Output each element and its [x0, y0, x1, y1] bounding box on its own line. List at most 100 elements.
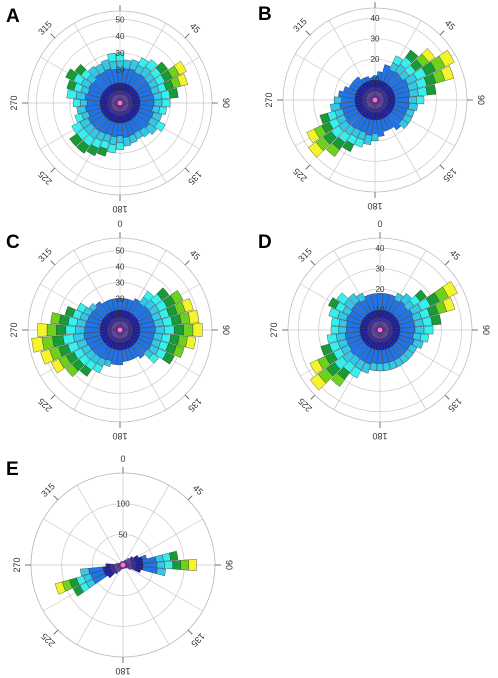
wind-bar-segment — [66, 79, 77, 91]
wind-bar-segment — [92, 363, 103, 374]
grid-spoke — [122, 485, 170, 566]
direction-tick-label: 90 — [221, 98, 231, 108]
radial-tick-label: 30 — [376, 265, 385, 274]
calm-center — [377, 327, 383, 333]
direction-tick-mark — [444, 394, 450, 400]
wind-bar-segment — [356, 292, 366, 303]
wind-bar-segment — [117, 122, 123, 137]
wind-bar-segment — [348, 83, 359, 92]
wind-bar-segment — [118, 111, 122, 117]
wind-bar-segment — [109, 563, 115, 567]
direction-tick-label: 90 — [476, 95, 486, 105]
wind-bar-segment — [325, 143, 341, 157]
direction-tick-label: 45 — [188, 21, 202, 35]
wind-bar-segment — [46, 323, 57, 337]
wind-bar-segment — [425, 84, 437, 96]
wind-bar-segment — [383, 116, 394, 130]
wind-bar-segment — [72, 585, 84, 597]
wind-bar-segment — [162, 351, 175, 365]
wind-bar-segment — [50, 312, 62, 325]
direction-tick-mark — [50, 260, 56, 266]
grid-ring — [313, 38, 437, 162]
wind-bar-segment — [185, 336, 196, 350]
wind-bar-segment — [100, 59, 111, 71]
wind-bar-segment — [419, 333, 430, 343]
wind-bar-segment — [170, 314, 182, 326]
wind-bar-segment — [80, 568, 90, 577]
wind-bar-segment — [56, 324, 67, 336]
direction-tick-label: 45 — [443, 18, 457, 32]
wind-bar-segment — [354, 137, 365, 148]
wind-bar-segment — [31, 337, 45, 353]
wind-bar-segment — [169, 550, 179, 561]
wind-bar-segment — [423, 325, 434, 335]
wind-bar-segment — [123, 136, 132, 147]
wind-bar-segment — [115, 52, 125, 62]
direction-tick-mark — [187, 629, 193, 635]
wind-bar-segment — [86, 144, 99, 157]
wind-bar-segment — [128, 328, 134, 332]
wind-bar-segment — [438, 49, 455, 67]
grid-ring — [318, 268, 442, 392]
radial-tick-label: 50 — [116, 247, 125, 256]
wind-bar-segment — [392, 328, 401, 332]
wind-bar-segment — [385, 294, 396, 313]
wind-bar-segment — [412, 339, 424, 349]
wind-bar-segment — [309, 373, 327, 391]
radial-tick-label: 40 — [371, 14, 380, 23]
wind-bar-segment — [162, 552, 171, 562]
direction-tick-mark — [310, 394, 316, 400]
wind-bar-segment — [370, 293, 379, 311]
grid-ring — [52, 35, 188, 171]
wind-bar-segment — [338, 326, 347, 334]
direction-tick-label: 90 — [221, 325, 231, 335]
direction-tick-mark — [305, 30, 311, 36]
wind-bar-segment — [361, 362, 371, 374]
wind-bar-segment — [414, 326, 425, 334]
direction-tick-mark — [444, 260, 450, 266]
wind-bar-segment — [388, 328, 394, 332]
direction-tick-label: 0 — [117, 0, 122, 2]
wind-bar-segment — [187, 309, 200, 324]
wind-bar-segment — [361, 98, 367, 102]
wind-bar-segment — [360, 77, 367, 84]
direction-tick-label: 0 — [117, 219, 122, 229]
wind-bar-segment — [158, 106, 167, 116]
panel-letter: A — [6, 6, 20, 27]
direction-tick-label: 90 — [481, 325, 491, 335]
wind-bar-segment — [155, 61, 168, 75]
direction-tick-label: 270 — [9, 322, 19, 337]
calm-center — [117, 327, 123, 333]
wind-bar-segment — [164, 325, 175, 335]
radial-tick-label: 30 — [116, 49, 125, 58]
wind-bar-segment — [364, 76, 370, 83]
wind-bar-segment — [377, 349, 383, 364]
direction-tick-label: 270 — [264, 92, 274, 107]
wind-bar-segment — [408, 96, 417, 104]
wind-bar-segment — [416, 95, 425, 105]
direction-tick-label: 45 — [188, 248, 202, 262]
wind-bar-segment — [387, 98, 396, 102]
wind-bar-segment — [328, 307, 341, 319]
wind-bar-segment — [125, 347, 134, 361]
panel-letter: E — [6, 459, 19, 480]
wind-bar-segment — [364, 294, 375, 313]
direction-tick-label: 0 — [120, 454, 125, 464]
wind-bar-segment — [407, 344, 418, 354]
grid-spoke — [122, 564, 170, 645]
wind-bar-segment — [351, 79, 362, 89]
wind-bar-segment — [414, 289, 427, 302]
wind-bar-segment — [143, 290, 154, 302]
wind-bar-segment — [134, 568, 141, 573]
wind-bar-segment — [117, 349, 123, 366]
wind-bar-segment — [417, 86, 428, 97]
wind-bar-segment — [71, 121, 84, 134]
wind-bar-segment — [121, 298, 129, 311]
wind-bar-segment — [378, 342, 382, 351]
wind-bar-segment — [140, 554, 147, 560]
radial-tick-label: 10 — [116, 82, 125, 91]
wind-bar-segment — [336, 292, 349, 305]
wind-bar-segment — [156, 287, 170, 301]
